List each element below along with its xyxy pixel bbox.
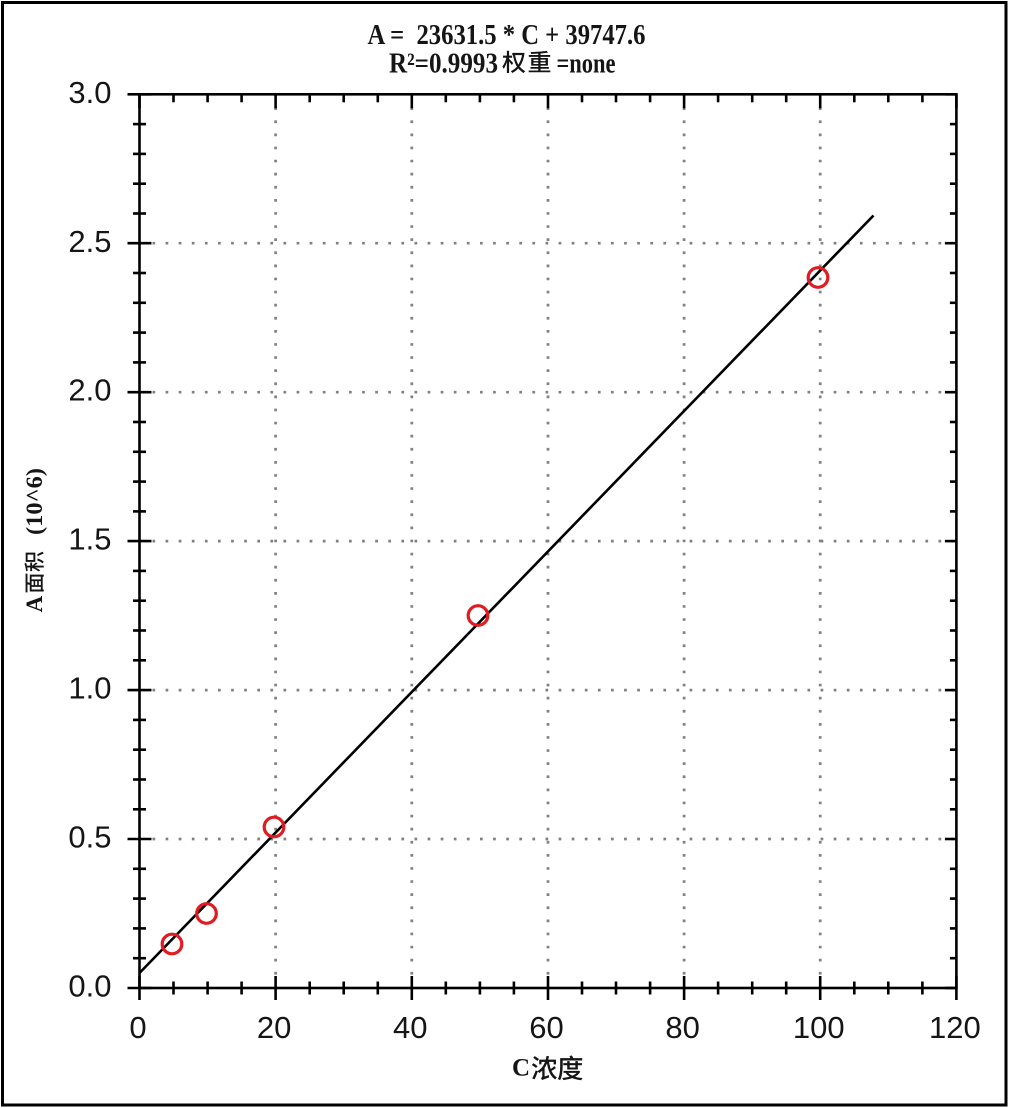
- svg-text:40: 40: [393, 1010, 427, 1045]
- svg-text:2.5: 2.5: [68, 224, 111, 259]
- svg-text:2.0: 2.0: [68, 373, 111, 408]
- svg-text:100: 100: [793, 1010, 845, 1045]
- svg-text:0.5: 0.5: [68, 820, 111, 855]
- svg-text:60: 60: [529, 1010, 563, 1045]
- svg-text:3.0: 3.0: [68, 75, 111, 110]
- svg-text:1.0: 1.0: [68, 671, 111, 706]
- svg-text:0: 0: [129, 1010, 146, 1045]
- svg-text:1.5: 1.5: [68, 522, 111, 557]
- svg-text:20: 20: [257, 1010, 291, 1045]
- svg-text:A = 23631.5 * C + 39747.6: A = 23631.5 * C + 39747.6: [368, 19, 646, 51]
- svg-text:80: 80: [665, 1010, 699, 1045]
- svg-text:=none: =none: [557, 48, 616, 80]
- svg-text:C: C: [512, 1055, 530, 1082]
- svg-text:120: 120: [929, 1010, 981, 1045]
- svg-text:(10^6): (10^6): [22, 468, 47, 535]
- svg-text:0.0: 0.0: [68, 969, 111, 1004]
- svg-text:A: A: [22, 596, 47, 613]
- svg-text:R²=0.9993: R²=0.9993: [389, 48, 498, 80]
